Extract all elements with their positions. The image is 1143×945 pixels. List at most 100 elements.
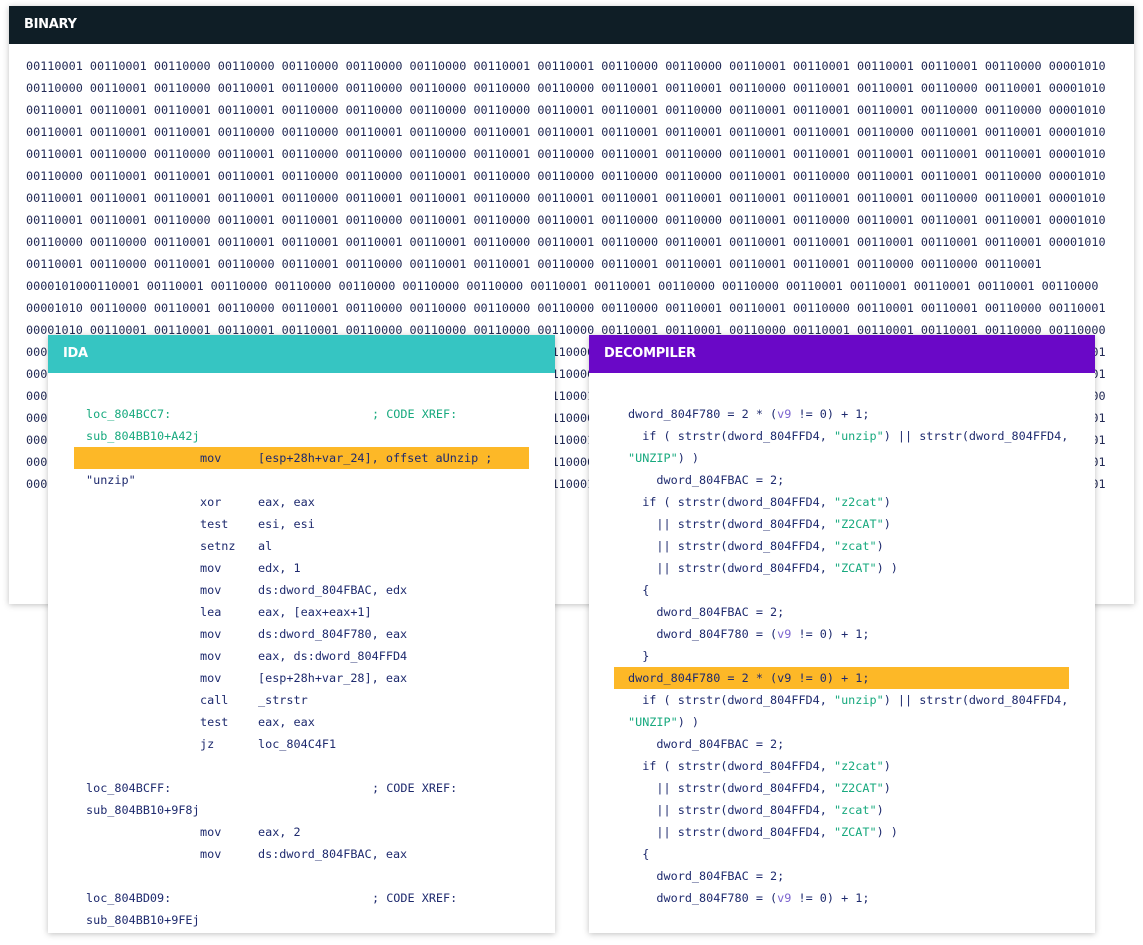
binary-row: 00110001 00110001 00110000 00110001 0011… <box>26 213 1106 227</box>
code-line: || strstr(dword_804FFD4, "ZCAT") ) <box>628 561 898 575</box>
panel-title: BINARY <box>9 6 1134 44</box>
operands: edx, 1 <box>258 561 301 575</box>
code-line: { <box>628 583 650 597</box>
binary-row: 00110001 00110001 00110001 00110001 0011… <box>26 191 1106 205</box>
code-line: dword_804FBAC = 2; <box>628 473 785 487</box>
code-line: if ( strstr(dword_804FFD4, "z2cat") <box>628 759 891 773</box>
operands: _strstr <box>258 693 308 707</box>
code-line: xor eax, eax <box>48 491 555 513</box>
code-line: loc_804BCFF: ; CODE XREF: <box>48 777 555 799</box>
code-line: test esi, esi <box>48 513 555 535</box>
code-line: dword_804F780 = (v9 != 0) + 1; <box>628 627 870 641</box>
panel-title: DECOMPILER <box>589 335 1095 373</box>
operands: loc_804C4F1 <box>258 737 337 751</box>
operands: eax, eax <box>258 495 315 509</box>
binary-row: 00001010 00110001 00110001 00110001 0011… <box>26 323 1106 337</box>
code-line: mov ds:dword_804FBAC, edx <box>48 579 555 601</box>
code-line: || strstr(dword_804FFD4, "Z2CAT") <box>628 781 891 795</box>
binary-row: 00110001 00110001 00110001 00110000 0011… <box>26 125 1106 139</box>
code-line: mov eax, 2 <box>48 821 555 843</box>
binary-row: 0000101000110001 00110001 00110000 00110… <box>26 279 1099 293</box>
code-line: sub_804BB10+9FEj <box>48 909 555 931</box>
operands: esi, esi <box>258 517 315 531</box>
operands: ds:dword_804FBAC, eax <box>258 847 408 861</box>
mnemonic: call <box>200 693 229 707</box>
code-text: sub_804BB10+A42j <box>86 429 200 443</box>
code-line: lea eax, [eax+eax+1] <box>48 601 555 623</box>
mnemonic: jz <box>200 737 215 751</box>
code-line: loc_804BD09: ; CODE XREF: <box>48 887 555 909</box>
code-line: jz loc_804C4F1 <box>48 733 555 755</box>
code-line: "UNZIP") ) <box>628 715 700 729</box>
operands: ds:dword_804F780, eax <box>258 627 408 641</box>
mnemonic: mov <box>200 451 222 465</box>
operands: [esp+28h+var_24], offset aUnzip ; <box>258 451 493 465</box>
mnemonic: mov <box>200 825 222 839</box>
code-line: if ( strstr(dword_804FFD4, "unzip") || s… <box>628 693 1069 707</box>
decompiler-panel: DECOMPILER dword_804F780 = 2 * (v9 != 0)… <box>589 335 1095 933</box>
comment: ; CODE XREF: <box>372 407 458 421</box>
code-line: dword_804FBAC = 2; <box>628 869 785 883</box>
code-line: mov [esp+28h+var_28], eax <box>48 667 555 689</box>
mnemonic: mov <box>200 847 222 861</box>
ida-panel: IDA loc_804BCC7: ; CODE XREF: sub_804BB10+… <box>48 335 555 933</box>
label: loc_804BD09: <box>86 891 172 905</box>
label: loc_804BCC7: <box>86 407 172 421</box>
code-line: sub_804BB10+9F8j <box>48 799 555 821</box>
mnemonic: setnz <box>200 539 236 553</box>
ida-code: loc_804BCC7: ; CODE XREF: sub_804BB10+A42j… <box>48 373 555 931</box>
code-line: dword_804F780 = 2 * (v9 != 0) + 1; <box>628 407 870 421</box>
binary-row: 00110000 00110001 00110001 00110001 0011… <box>26 169 1106 183</box>
code-line: if ( strstr(dword_804FFD4, "unzip") || s… <box>628 429 1069 443</box>
code-text: "unzip" <box>86 473 136 487</box>
code-line: || strstr(dword_804FFD4, "Z2CAT") <box>628 517 891 531</box>
code-line: || strstr(dword_804FFD4, "zcat") <box>628 539 884 553</box>
code-line: dword_804FBAC = 2; <box>628 737 785 751</box>
code-line: mov eax, ds:dword_804FFD4 <box>48 645 555 667</box>
binary-row: 00110001 00110000 00110001 00110000 0011… <box>26 257 1042 271</box>
mnemonic: mov <box>200 561 222 575</box>
code-line: dword_804F780 = (v9 != 0) + 1; <box>628 891 870 905</box>
code-block: loc_804BCC7: ; CODE XREF: sub_804BB10+A42j… <box>48 403 555 755</box>
code-line: test eax, eax <box>48 711 555 733</box>
decompiler-code: dword_804F780 = 2 * (v9 != 0) + 1; if ( … <box>589 373 1095 909</box>
code-line: || strstr(dword_804FFD4, "zcat") <box>628 803 884 817</box>
code-line: } <box>628 649 650 663</box>
mnemonic: test <box>200 715 229 729</box>
code-line: mov ds:dword_804F780, eax <box>48 623 555 645</box>
comment: ; CODE XREF: <box>372 891 458 905</box>
mnemonic: mov <box>200 649 222 663</box>
code-line: || strstr(dword_804FFD4, "ZCAT") ) <box>628 825 898 839</box>
operands: [esp+28h+var_28], eax <box>258 671 408 685</box>
operands: al <box>258 539 273 553</box>
operands: eax, eax <box>258 715 315 729</box>
mnemonic: mov <box>200 627 222 641</box>
code-line: dword_804F780 = 2 * (v9 != 0) + 1; <box>614 667 1069 689</box>
code-line: mov ds:dword_804FBAC, eax <box>48 843 555 865</box>
code-line: "unzip" <box>48 469 555 491</box>
mnemonic: test <box>200 517 229 531</box>
code-block: loc_804BD09: ; CODE XREF: sub_804BB10+9FEj <box>48 887 555 931</box>
mnemonic: mov <box>200 671 222 685</box>
comment: ; CODE XREF: <box>372 781 458 795</box>
binary-row: 00001010 00110000 00110001 00110000 0011… <box>26 301 1106 315</box>
code-line: call _strstr <box>48 689 555 711</box>
code-line: setnz al <box>48 535 555 557</box>
binary-row: 00110001 00110000 00110000 00110001 0011… <box>26 147 1106 161</box>
operands: ds:dword_804FBAC, edx <box>258 583 408 597</box>
mnemonic: mov <box>200 583 222 597</box>
binary-row: 00110000 00110000 00110001 00110001 0011… <box>26 235 1106 249</box>
code-block: loc_804BCFF: ; CODE XREF: sub_804BB10+9F8j… <box>48 777 555 865</box>
code-line: "UNZIP") ) <box>628 451 700 465</box>
code-line: { <box>628 847 650 861</box>
code-line: if ( strstr(dword_804FFD4, "z2cat") <box>628 495 891 509</box>
code-line: dword_804FBAC = 2; <box>628 605 785 619</box>
operands: eax, 2 <box>258 825 301 839</box>
binary-row: 00110001 00110001 00110001 00110001 0011… <box>26 103 1106 117</box>
mnemonic: xor <box>200 495 222 509</box>
label: loc_804BCFF: <box>86 781 172 795</box>
code-line: sub_804BB10+A42j <box>48 425 555 447</box>
mnemonic: lea <box>200 605 222 619</box>
binary-row: 00110000 00110001 00110000 00110001 0011… <box>26 81 1106 95</box>
